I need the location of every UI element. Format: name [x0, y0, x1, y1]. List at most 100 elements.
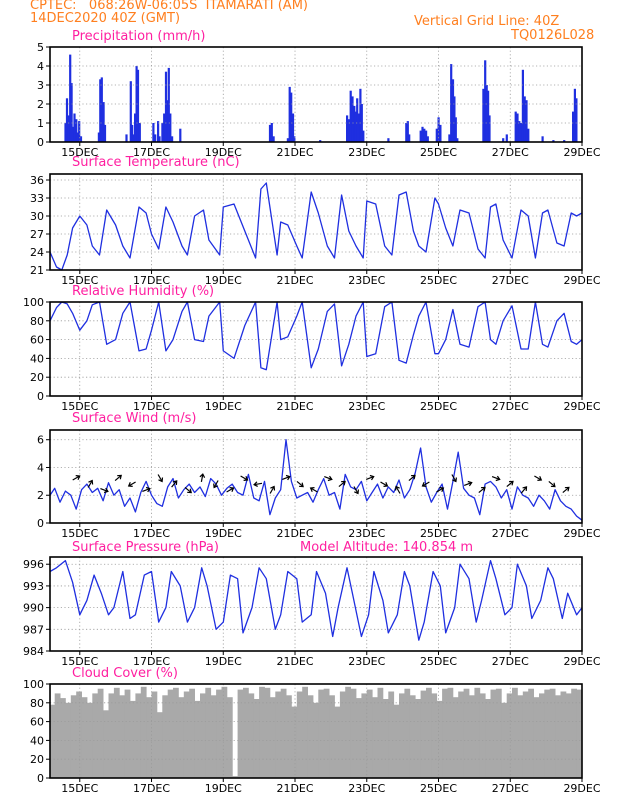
wind-arrow-head	[127, 482, 133, 487]
temp-xtick-label: 25DEC	[420, 274, 457, 287]
cloud-area-segment	[130, 700, 136, 778]
precip-bar	[362, 130, 365, 142]
wind-ytick-label: 0	[37, 517, 44, 530]
pressure-xtick-label: 23DEC	[348, 655, 385, 668]
wind-arrow-head	[229, 487, 235, 492]
wind-ytick-label: 4	[37, 461, 44, 474]
wind-arrow-head	[75, 475, 81, 480]
wind-arrow-shaft	[87, 480, 93, 488]
precip-bar	[67, 115, 70, 142]
cloud-area-segment	[474, 687, 481, 778]
precip-panel: 0 1 2 3 4 5 15DEC 17DEC 19DEC 21DEC 23DEC 25DEC 27DE…	[37, 41, 601, 159]
precip-frame	[49, 46, 583, 143]
wind-arrow-shaft	[463, 482, 472, 486]
rh-title: Relative Humidity (%)	[72, 284, 215, 299]
wind-direction-arrow	[408, 474, 416, 482]
wind-direction-arrow	[324, 475, 333, 482]
rh-xtick-label: 25DEC	[420, 400, 457, 413]
cloud-xtick-label: 15DEC	[61, 782, 98, 795]
wind-arrow-shaft	[338, 480, 346, 488]
precip-ytick-label: 1	[37, 117, 44, 130]
rh-xtick-label: 15DEC	[61, 400, 98, 413]
precip-bar	[456, 138, 459, 142]
wind-direction-arrow	[296, 480, 304, 488]
wind-arrow-head	[421, 482, 427, 487]
wind-arrow-shaft	[380, 481, 388, 487]
precip-bar	[286, 138, 289, 142]
wind-arrow-shaft	[142, 488, 151, 492]
precip-bar	[552, 140, 555, 142]
precip-bar	[516, 113, 519, 142]
cloud-area-segment	[339, 691, 346, 778]
cloud-frame	[49, 683, 583, 779]
wind-arrow-head	[383, 482, 389, 487]
wind-arrow-head	[341, 480, 346, 486]
cloud-area-segment	[544, 689, 551, 778]
wind-arrow-head	[564, 486, 570, 492]
cloud-area-segment	[533, 697, 540, 778]
cloud-area-segment	[409, 695, 416, 778]
wind-direction-arrow	[282, 474, 291, 481]
temp-panel: 21 24 27 30 33 36 15DEC 17DEC 19DEC 21DEC 23DEC 25D…	[30, 173, 601, 287]
wind-arrow-shaft	[128, 481, 136, 487]
precip-bar	[76, 132, 79, 142]
precip-bar	[78, 121, 81, 142]
pressure-frame	[49, 556, 583, 652]
precip-bar	[520, 123, 523, 142]
cloud-area-segment	[565, 693, 572, 778]
wind-direction-arrow	[157, 474, 164, 483]
precip-bar	[75, 119, 78, 142]
rh-ytick-label: 80	[30, 315, 44, 328]
cloud-area-segment	[92, 693, 99, 778]
wind-arrow-head	[467, 480, 473, 487]
pressure-xtick-label: 27DEC	[492, 655, 529, 668]
precip-bar	[356, 98, 359, 142]
wind-arrow-shaft	[171, 480, 178, 488]
temp-ytick-label: 24	[30, 246, 44, 259]
wind-direction-arrow	[451, 474, 457, 483]
cloud-area-segment	[291, 706, 298, 778]
cloud-xtick-label: 25DEC	[420, 782, 457, 795]
wind-xtick-label: 15DEC	[61, 527, 98, 540]
precip-bar	[136, 69, 140, 142]
cloud-area-segment	[81, 697, 88, 778]
temp-xtick-label: 23DEC	[348, 274, 385, 287]
cloud-area-segment	[512, 687, 518, 778]
wind-arrow-shaft	[562, 486, 570, 494]
cloud-area-segment	[431, 693, 438, 778]
precip-bar	[64, 123, 67, 142]
cloud-ytick-label: 100	[23, 678, 44, 691]
wind-direction-arrow	[114, 474, 122, 482]
wind-arrow-shaft	[100, 488, 109, 492]
wind-direction-arrow	[87, 479, 94, 488]
wind-arrow-head	[354, 489, 359, 495]
cloud-area-segment	[296, 691, 303, 778]
rh-panel: 0 20 40 60 80 100 15DEC 17DEC 19DEC 21DEC 23DEC 25D…	[23, 296, 601, 413]
precip-bar	[349, 90, 352, 142]
cloud-area-segment	[70, 695, 77, 778]
precip-bar	[575, 98, 578, 142]
cloud-area-segment	[221, 686, 228, 778]
wind-arrow-shaft	[534, 475, 542, 481]
cloud-area-segment	[442, 688, 448, 778]
precip-xtick-label: 15DEC	[61, 146, 98, 159]
cloud-area-segment	[119, 695, 125, 778]
wind-direction-arrow	[562, 486, 570, 494]
wind-arrow-head	[117, 474, 122, 480]
wind-arrow-shaft	[520, 486, 527, 494]
precip-bar	[288, 86, 291, 142]
wind-direction-arrow	[240, 475, 249, 481]
cloud-area-segment	[393, 704, 400, 778]
cloud-area-segment	[280, 688, 287, 778]
precip-bar	[421, 126, 424, 142]
wind-arrow-shaft	[226, 487, 234, 493]
wind-arrow-head	[172, 480, 178, 485]
cloud-area-segment	[307, 695, 314, 778]
rh-xtick-label: 21DEC	[276, 400, 313, 413]
cloud-xtick-label: 27DEC	[492, 782, 529, 795]
pressure-series-line	[49, 559, 583, 641]
cloud-ytick-label: 40	[30, 734, 44, 747]
wind-xtick-label: 25DEC	[420, 527, 457, 540]
cloud-area-segment	[194, 700, 201, 778]
cloud-area-segment	[243, 687, 249, 778]
